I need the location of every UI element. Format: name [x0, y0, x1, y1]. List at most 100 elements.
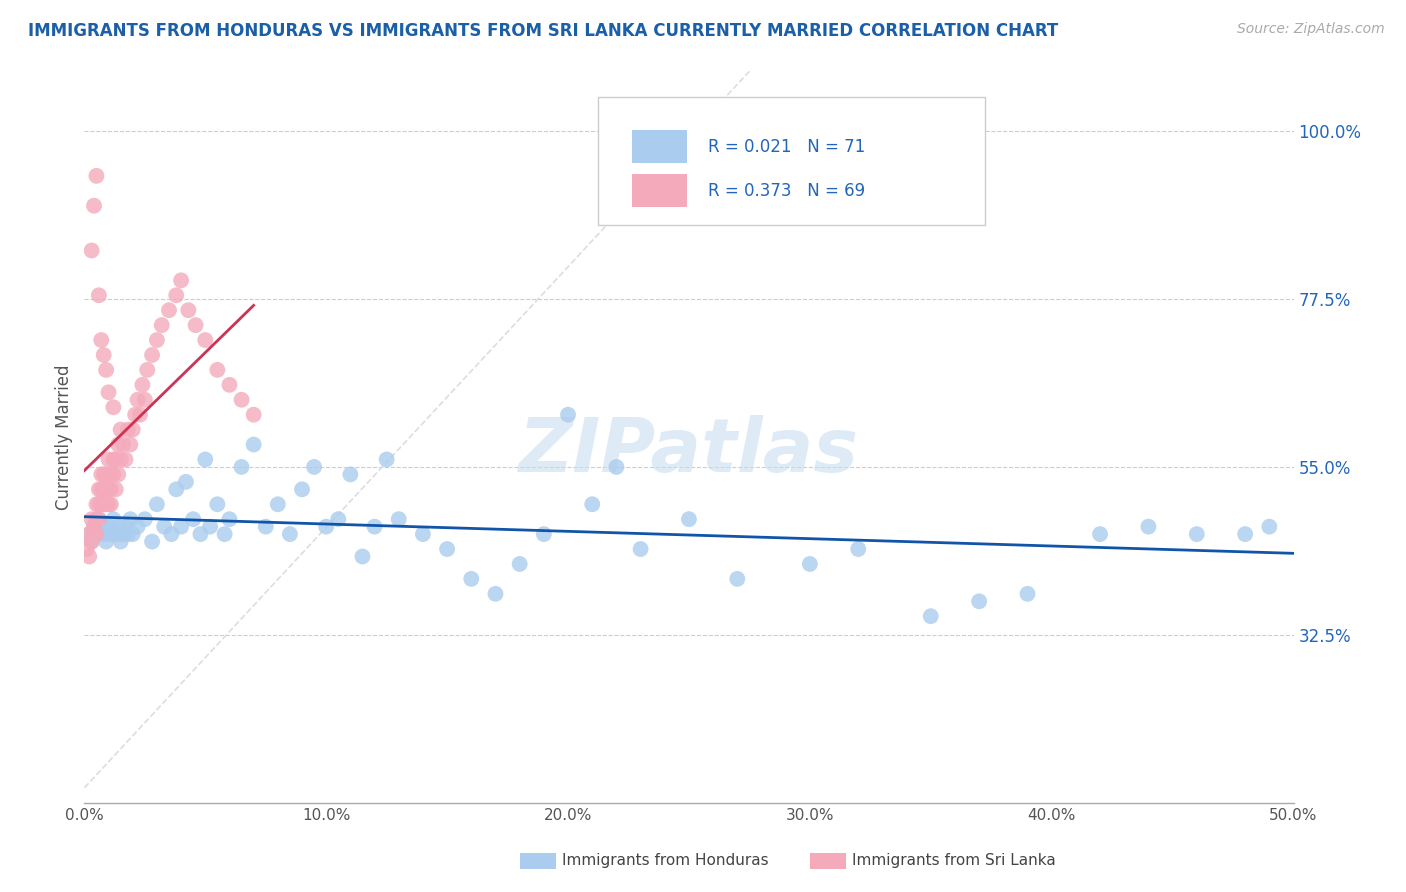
- Point: [112, 527, 135, 541]
- Point: [231, 392, 253, 407]
- Point: [799, 557, 821, 571]
- Point: [412, 527, 434, 541]
- Point: [104, 452, 127, 467]
- Point: [160, 527, 183, 541]
- Point: [254, 519, 277, 533]
- Point: [93, 348, 115, 362]
- Point: [112, 437, 135, 451]
- Point: [630, 542, 652, 557]
- Point: [846, 542, 869, 557]
- Point: [190, 527, 212, 541]
- Point: [509, 557, 531, 571]
- Point: [90, 519, 112, 533]
- Point: [77, 527, 100, 541]
- Point: [90, 483, 112, 497]
- Point: [581, 497, 603, 511]
- Point: [93, 467, 115, 482]
- Point: [77, 549, 100, 564]
- Point: [170, 273, 193, 287]
- Y-axis label: Currently Married: Currently Married: [55, 364, 73, 510]
- Point: [557, 408, 579, 422]
- Point: [967, 594, 990, 608]
- Point: [170, 519, 193, 533]
- Point: [302, 459, 325, 474]
- Point: [242, 437, 264, 451]
- Point: [77, 527, 100, 541]
- Point: [93, 497, 115, 511]
- Point: [93, 483, 115, 497]
- Point: [127, 519, 149, 533]
- Point: [146, 333, 169, 347]
- Point: [214, 527, 236, 541]
- Point: [1088, 527, 1111, 541]
- Point: [134, 392, 156, 407]
- Point: [86, 512, 108, 526]
- Point: [134, 512, 156, 526]
- Point: [184, 318, 207, 332]
- Point: [328, 512, 350, 526]
- Text: Immigrants from Honduras: Immigrants from Honduras: [562, 853, 769, 868]
- Point: [605, 459, 627, 474]
- Point: [80, 244, 103, 258]
- Point: [117, 527, 139, 541]
- Point: [94, 534, 117, 549]
- Point: [103, 452, 125, 467]
- Point: [388, 512, 411, 526]
- Point: [76, 542, 98, 557]
- Point: [291, 483, 314, 497]
- Point: [83, 519, 105, 533]
- Point: [90, 333, 112, 347]
- Point: [181, 512, 204, 526]
- Point: [80, 534, 103, 549]
- Point: [94, 467, 117, 482]
- Text: R = 0.021   N = 71: R = 0.021 N = 71: [709, 137, 866, 156]
- Bar: [633, 174, 686, 207]
- Point: [127, 392, 149, 407]
- Point: [339, 467, 361, 482]
- Point: [725, 572, 748, 586]
- Point: [242, 408, 264, 422]
- Bar: [520, 853, 555, 869]
- Point: [87, 497, 110, 511]
- Point: [83, 527, 105, 541]
- Point: [165, 288, 187, 302]
- Point: [131, 377, 153, 392]
- Point: [120, 512, 142, 526]
- Point: [94, 483, 117, 497]
- Text: IMMIGRANTS FROM HONDURAS VS IMMIGRANTS FROM SRI LANKA CURRENTLY MARRIED CORRELAT: IMMIGRANTS FROM HONDURAS VS IMMIGRANTS F…: [28, 22, 1059, 40]
- FancyBboxPatch shape: [599, 97, 986, 225]
- Text: Immigrants from Sri Lanka: Immigrants from Sri Lanka: [852, 853, 1056, 868]
- Point: [100, 527, 122, 541]
- Point: [80, 534, 103, 549]
- Point: [120, 437, 142, 451]
- Point: [110, 452, 132, 467]
- Point: [110, 423, 132, 437]
- Point: [97, 497, 120, 511]
- Point: [87, 483, 110, 497]
- Point: [121, 527, 143, 541]
- Point: [136, 363, 159, 377]
- Point: [80, 512, 103, 526]
- Point: [103, 512, 125, 526]
- Point: [114, 452, 136, 467]
- Point: [146, 497, 169, 511]
- Point: [83, 199, 105, 213]
- Bar: [810, 853, 846, 869]
- Point: [157, 303, 180, 318]
- Point: [87, 288, 110, 302]
- Point: [1137, 519, 1160, 533]
- Point: [94, 497, 117, 511]
- Point: [218, 512, 240, 526]
- Point: [533, 527, 555, 541]
- Point: [198, 519, 221, 533]
- Point: [103, 401, 125, 415]
- Point: [97, 385, 120, 400]
- Point: [83, 519, 105, 533]
- Point: [177, 303, 200, 318]
- Point: [97, 519, 120, 533]
- Point: [129, 408, 152, 422]
- Point: [375, 452, 398, 467]
- Point: [194, 452, 217, 467]
- Point: [315, 519, 337, 533]
- Point: [104, 527, 127, 541]
